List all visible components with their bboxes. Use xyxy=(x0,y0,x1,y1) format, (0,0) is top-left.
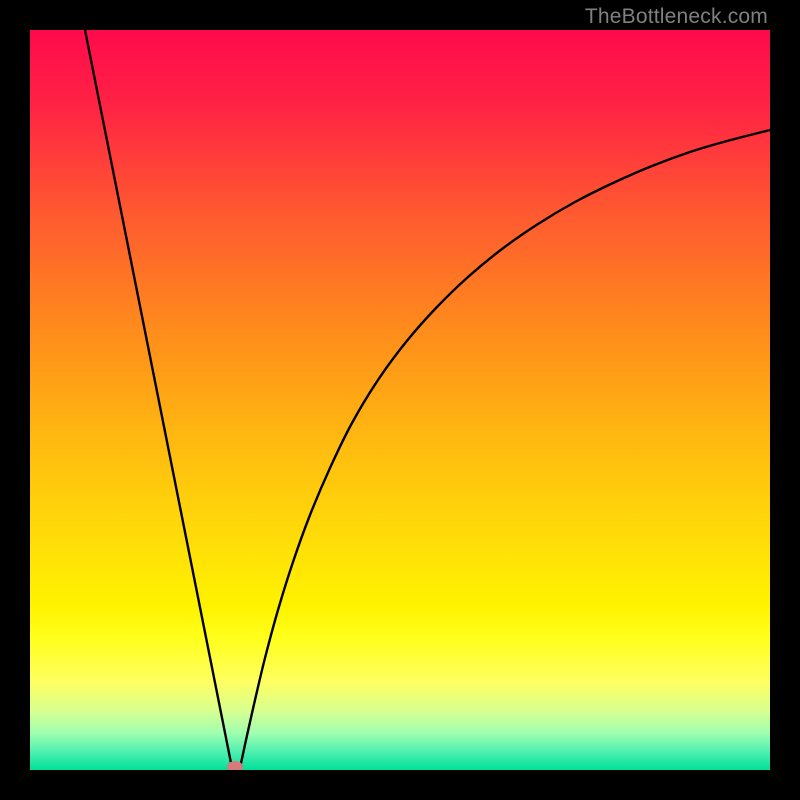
bottleneck-chart xyxy=(30,30,770,770)
chart-frame xyxy=(770,0,800,800)
chart-background xyxy=(30,30,770,770)
chart-frame xyxy=(0,770,800,800)
chart-frame xyxy=(0,0,30,800)
watermark-text: TheBottleneck.com xyxy=(585,5,768,29)
